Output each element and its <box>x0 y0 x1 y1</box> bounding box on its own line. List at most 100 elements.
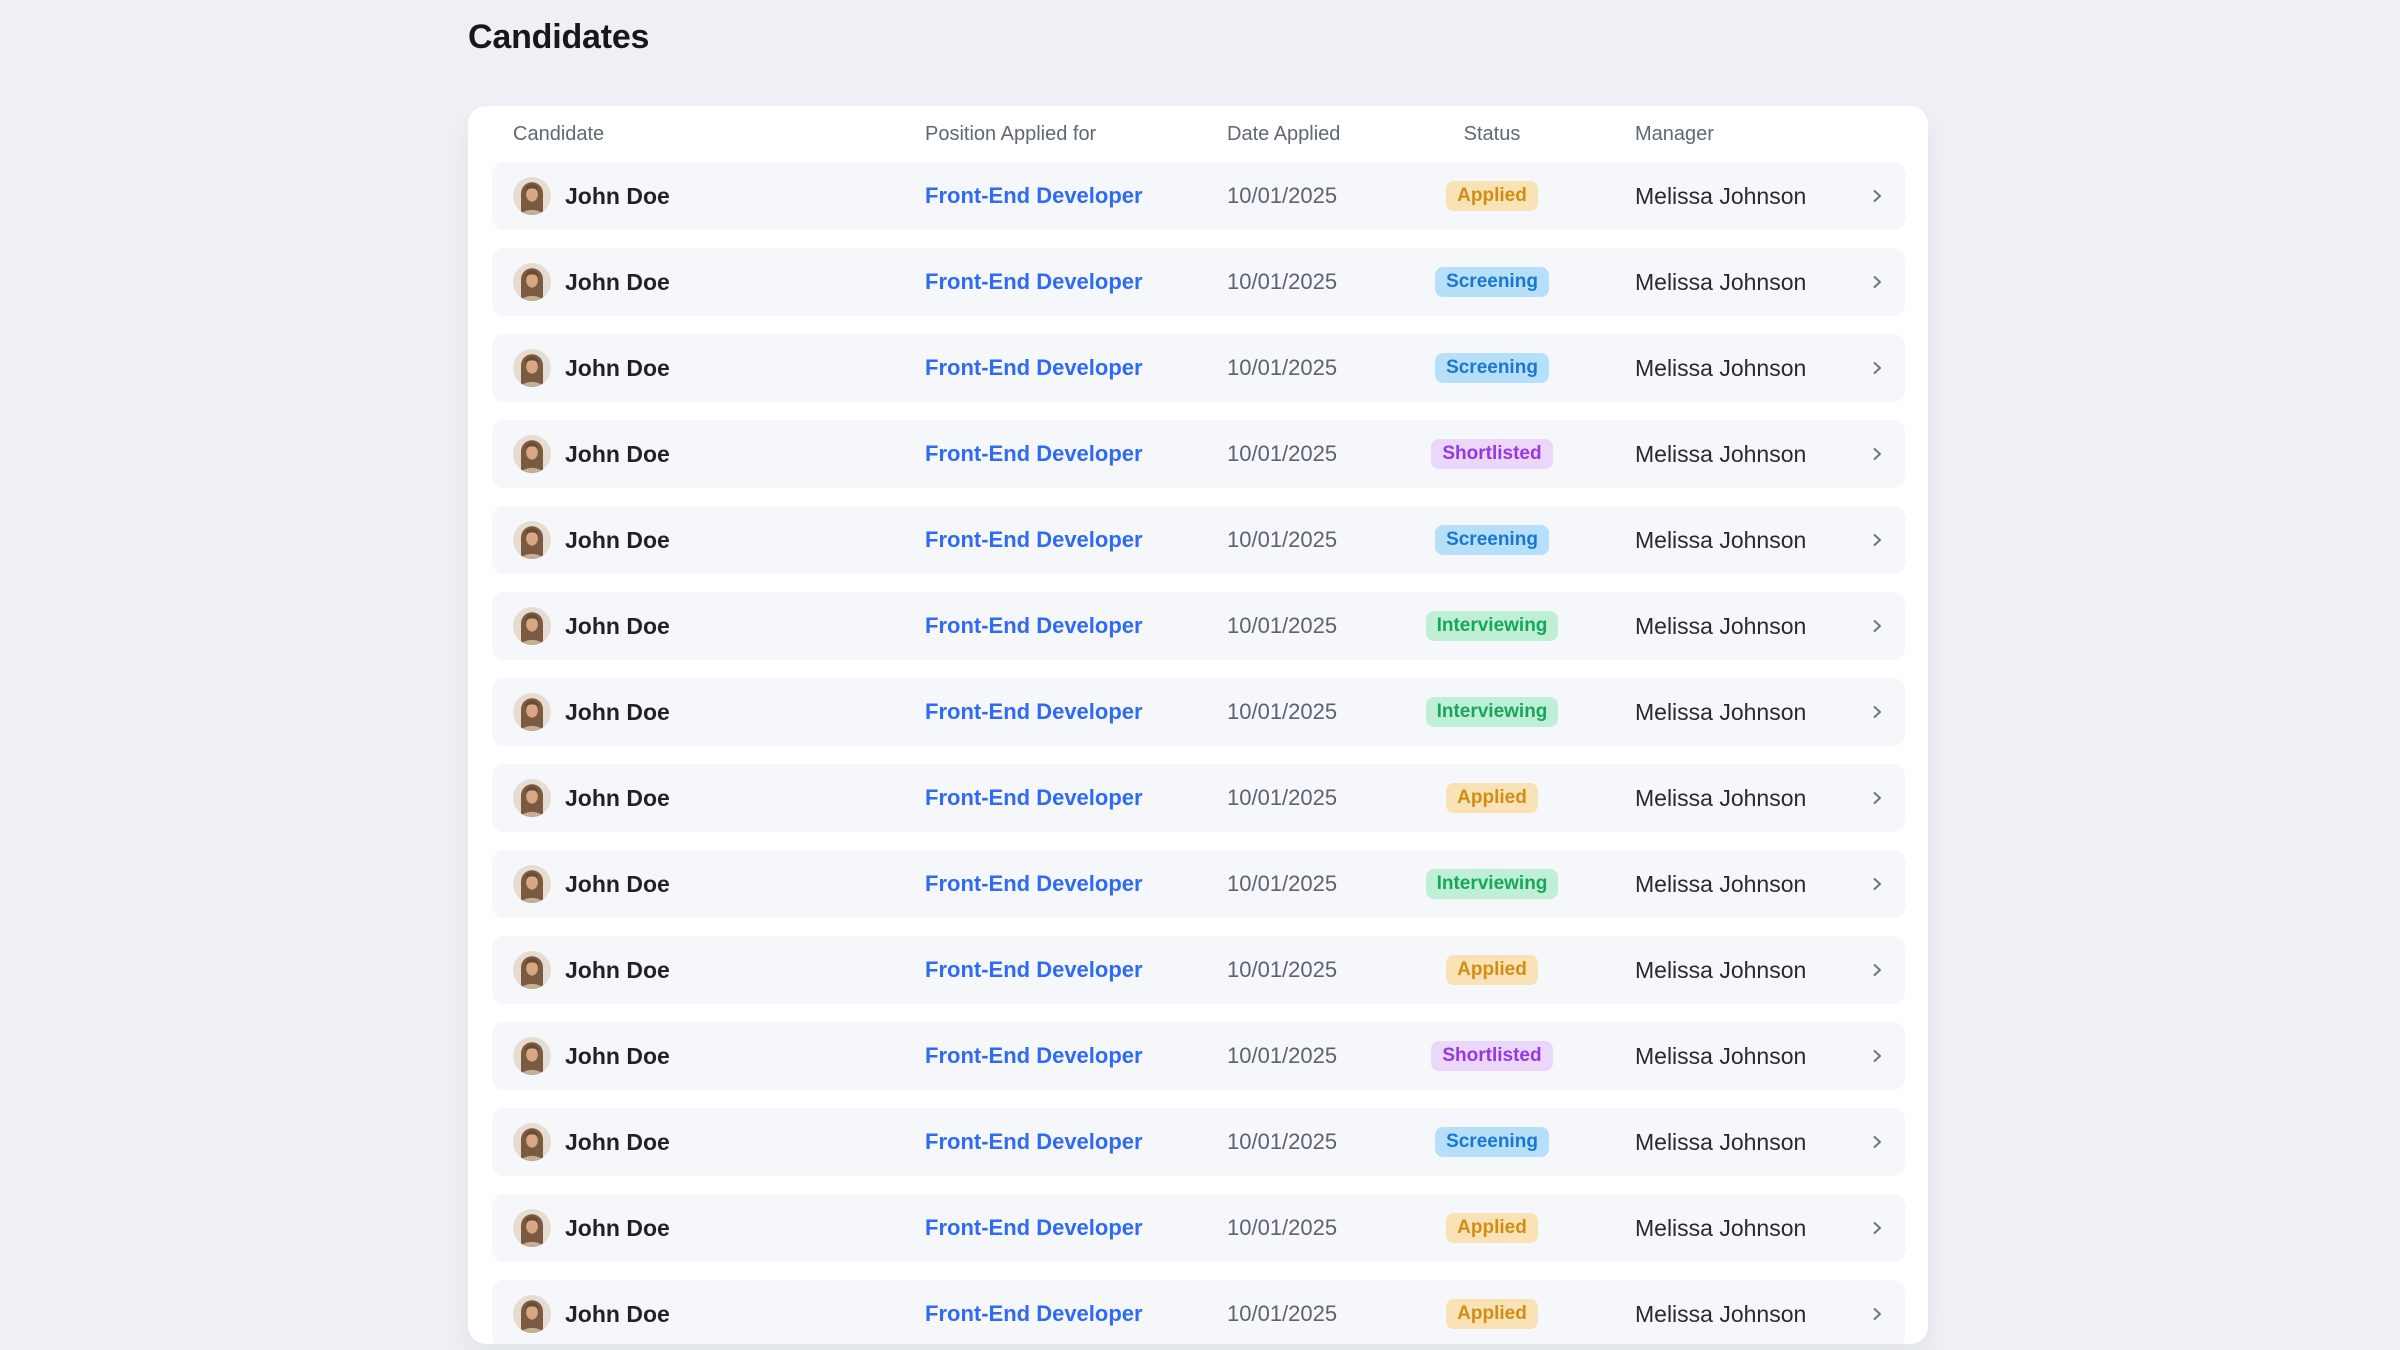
manager-name: Melissa Johnson <box>1635 870 1807 897</box>
candidate-avatar <box>513 951 551 989</box>
candidate-cell: John Doe <box>513 693 925 731</box>
candidate-avatar <box>513 1037 551 1075</box>
status-cell: Shortlisted <box>1402 439 1582 469</box>
chevron-right-icon[interactable] <box>1869 790 1885 806</box>
manager-name: Melissa Johnson <box>1635 698 1807 725</box>
position-link[interactable]: Front-End Developer <box>925 613 1143 638</box>
candidate-name: John Doe <box>565 182 670 209</box>
table-row[interactable]: John Doe Front-End Developer 10/01/2025 … <box>492 936 1905 1004</box>
chevron-right-icon[interactable] <box>1869 618 1885 634</box>
position-cell: Front-End Developer <box>925 1043 1227 1069</box>
table-row[interactable]: John Doe Front-End Developer 10/01/2025 … <box>492 1194 1905 1262</box>
candidate-photo-icon <box>513 607 551 645</box>
row-actions-cell <box>1845 188 1885 204</box>
table-row[interactable]: John Doe Front-End Developer 10/01/2025 … <box>492 1280 1905 1344</box>
position-cell: Front-End Developer <box>925 613 1227 639</box>
manager-name: Melissa Johnson <box>1635 182 1807 209</box>
chevron-right-icon[interactable] <box>1869 1220 1885 1236</box>
table-row[interactable]: John Doe Front-End Developer 10/01/2025 … <box>492 850 1905 918</box>
manager-name: Melissa Johnson <box>1635 526 1807 553</box>
candidate-avatar <box>513 349 551 387</box>
position-cell: Front-End Developer <box>925 355 1227 381</box>
table-row[interactable]: John Doe Front-End Developer 10/01/2025 … <box>492 764 1905 832</box>
candidate-avatar <box>513 177 551 215</box>
table-row[interactable]: John Doe Front-End Developer 10/01/2025 … <box>492 334 1905 402</box>
candidate-name: John Doe <box>565 526 670 553</box>
position-cell: Front-End Developer <box>925 1129 1227 1155</box>
candidate-name: John Doe <box>565 612 670 639</box>
status-badge: Shortlisted <box>1431 1041 1553 1071</box>
position-link[interactable]: Front-End Developer <box>925 1301 1143 1326</box>
position-link[interactable]: Front-End Developer <box>925 957 1143 982</box>
manager-name: Melissa Johnson <box>1635 1128 1807 1155</box>
chevron-right-icon[interactable] <box>1869 876 1885 892</box>
table-row[interactable]: John Doe Front-End Developer 10/01/2025 … <box>492 1108 1905 1176</box>
candidate-name: John Doe <box>565 698 670 725</box>
position-link[interactable]: Front-End Developer <box>925 441 1143 466</box>
column-header-manager: Manager <box>1635 122 1714 145</box>
date-applied-value: 10/01/2025 <box>1227 1301 1338 1326</box>
position-cell: Front-End Developer <box>925 527 1227 553</box>
table-row[interactable]: John Doe Front-End Developer 10/01/2025 … <box>492 1022 1905 1090</box>
position-link[interactable]: Front-End Developer <box>925 1129 1143 1154</box>
position-link[interactable]: Front-End Developer <box>925 871 1143 896</box>
table-row[interactable]: John Doe Front-End Developer 10/01/2025 … <box>492 592 1905 660</box>
status-cell: Applied <box>1402 181 1582 211</box>
position-link[interactable]: Front-End Developer <box>925 269 1143 294</box>
table-header-row: Candidate Position Applied for Date Appl… <box>492 106 1905 162</box>
candidate-photo-icon <box>513 177 551 215</box>
row-actions-cell <box>1845 962 1885 978</box>
status-cell: Applied <box>1402 955 1582 985</box>
status-badge: Applied <box>1446 181 1538 211</box>
position-link[interactable]: Front-End Developer <box>925 355 1143 380</box>
candidate-name: John Doe <box>565 440 670 467</box>
table-row[interactable]: John Doe Front-End Developer 10/01/2025 … <box>492 248 1905 316</box>
table-row[interactable]: John Doe Front-End Developer 10/01/2025 … <box>492 678 1905 746</box>
position-cell: Front-End Developer <box>925 699 1227 725</box>
candidate-avatar <box>513 693 551 731</box>
position-link[interactable]: Front-End Developer <box>925 1215 1143 1240</box>
row-actions-cell <box>1845 446 1885 462</box>
candidate-avatar <box>513 263 551 301</box>
status-badge: Interviewing <box>1425 611 1559 641</box>
row-actions-cell <box>1845 1048 1885 1064</box>
candidate-cell: John Doe <box>513 607 925 645</box>
chevron-right-icon[interactable] <box>1869 1306 1885 1322</box>
position-link[interactable]: Front-End Developer <box>925 183 1143 208</box>
table-row[interactable]: John Doe Front-End Developer 10/01/2025 … <box>492 162 1905 230</box>
table-row[interactable]: John Doe Front-End Developer 10/01/2025 … <box>492 420 1905 488</box>
candidate-cell: John Doe <box>513 1123 925 1161</box>
status-cell: Interviewing <box>1402 869 1582 899</box>
position-link[interactable]: Front-End Developer <box>925 785 1143 810</box>
status-cell: Interviewing <box>1402 611 1582 641</box>
chevron-right-icon[interactable] <box>1869 1048 1885 1064</box>
row-actions-cell <box>1845 1306 1885 1322</box>
chevron-right-icon[interactable] <box>1869 188 1885 204</box>
page-title: Candidates <box>468 18 650 56</box>
date-applied-value: 10/01/2025 <box>1227 355 1338 380</box>
candidate-name: John Doe <box>565 1128 670 1155</box>
status-badge: Interviewing <box>1425 869 1559 899</box>
candidate-name: John Doe <box>565 268 670 295</box>
chevron-right-icon[interactable] <box>1869 1134 1885 1150</box>
table-row[interactable]: John Doe Front-End Developer 10/01/2025 … <box>492 506 1905 574</box>
chevron-right-icon[interactable] <box>1869 446 1885 462</box>
table-body: John Doe Front-End Developer 10/01/2025 … <box>492 162 1905 1344</box>
chevron-right-icon[interactable] <box>1869 962 1885 978</box>
candidate-photo-icon <box>513 1123 551 1161</box>
chevron-right-icon[interactable] <box>1869 532 1885 548</box>
candidate-name: John Doe <box>565 956 670 983</box>
position-link[interactable]: Front-End Developer <box>925 699 1143 724</box>
position-cell: Front-End Developer <box>925 957 1227 983</box>
chevron-right-icon[interactable] <box>1869 704 1885 720</box>
position-cell: Front-End Developer <box>925 441 1227 467</box>
chevron-right-icon[interactable] <box>1869 360 1885 376</box>
chevron-right-icon[interactable] <box>1869 274 1885 290</box>
position-link[interactable]: Front-End Developer <box>925 527 1143 552</box>
candidate-cell: John Doe <box>513 779 925 817</box>
candidate-cell: John Doe <box>513 1295 925 1333</box>
candidate-cell: John Doe <box>513 263 925 301</box>
candidate-avatar <box>513 607 551 645</box>
position-link[interactable]: Front-End Developer <box>925 1043 1143 1068</box>
row-actions-cell <box>1845 704 1885 720</box>
